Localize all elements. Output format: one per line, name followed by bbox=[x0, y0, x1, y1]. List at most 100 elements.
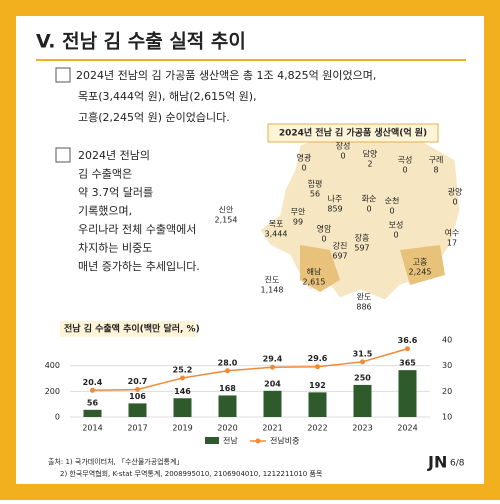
bar-label: 106 bbox=[129, 392, 146, 401]
x-tick-label: 2024 bbox=[397, 424, 417, 433]
bar-label: 365 bbox=[399, 359, 416, 368]
region-name: 목포 bbox=[269, 220, 284, 229]
y2-tick-label: 40 bbox=[442, 336, 452, 345]
body-text: 우리나라 전체 수출액에서 bbox=[78, 223, 196, 236]
line-label: 29.4 bbox=[263, 355, 283, 364]
region-name: 고흥 bbox=[413, 257, 428, 267]
region-name: 장성 bbox=[336, 141, 351, 151]
line-label: 25.2 bbox=[173, 365, 193, 374]
x-tick-label: 2021 bbox=[262, 424, 282, 433]
logo: JN bbox=[427, 453, 447, 472]
line-label: 31.5 bbox=[353, 349, 373, 358]
line-point bbox=[360, 359, 365, 365]
region-value: 1,148 bbox=[261, 286, 284, 295]
region-value: 0 bbox=[321, 235, 326, 244]
body-text: 기록했으며, bbox=[78, 205, 132, 218]
map-title: 2024년 전남 김 가공품 생산액(억 원) bbox=[279, 127, 427, 139]
body-text: 매년 증가하는 추세입니다. bbox=[78, 259, 200, 273]
region-name: 진도 bbox=[265, 275, 280, 285]
region-name: 여수 bbox=[445, 228, 460, 238]
map-region-highlight bbox=[400, 245, 445, 285]
legend-label: 전남 bbox=[223, 436, 238, 446]
line-point bbox=[315, 364, 320, 370]
bar bbox=[128, 403, 147, 417]
x-tick-label: 2019 bbox=[172, 424, 192, 433]
y2-tick-label: 10 bbox=[442, 413, 452, 422]
bar bbox=[218, 395, 237, 417]
region-name: 무안 bbox=[291, 207, 306, 217]
y2-tick-label: 30 bbox=[442, 361, 452, 370]
body-text: 고흥(2,245억 원) 순이었습니다. bbox=[78, 110, 230, 124]
bar bbox=[353, 384, 372, 417]
line-point bbox=[270, 364, 275, 370]
region-value: 597 bbox=[354, 244, 369, 253]
region-name: 함평 bbox=[308, 179, 323, 189]
bar-label: 192 bbox=[309, 381, 326, 390]
body-text: 차지하는 비중도 bbox=[78, 241, 152, 255]
region-name: 신안 bbox=[219, 205, 234, 215]
bar-label: 168 bbox=[219, 384, 236, 393]
body-text: 2024년 전남의 김 가공품 생산액은 총 1조 4,825억 원이었으며, bbox=[76, 69, 376, 82]
y-tick-label: 0 bbox=[55, 413, 60, 422]
x-tick-label: 2023 bbox=[352, 424, 372, 433]
bar bbox=[83, 409, 102, 417]
region-name: 영광 bbox=[297, 153, 312, 163]
region-value: 99 bbox=[293, 218, 303, 227]
region-value: 0 bbox=[393, 231, 398, 240]
map-region-highlight bbox=[300, 245, 340, 292]
region-value: 697 bbox=[332, 252, 347, 261]
region-value: 2 bbox=[367, 160, 372, 169]
bar-label: 146 bbox=[174, 387, 191, 396]
region-value: 17 bbox=[447, 239, 457, 248]
region-name: 화순 bbox=[362, 195, 377, 204]
bar-label: 56 bbox=[87, 398, 99, 407]
line-point bbox=[225, 368, 230, 374]
region-name: 보성 bbox=[389, 221, 404, 230]
region-value: 0 bbox=[366, 205, 371, 214]
region-name: 완도 bbox=[357, 293, 372, 302]
region-name: 순천 bbox=[385, 196, 400, 206]
region-value: 0 bbox=[402, 166, 407, 175]
page-number: 6/8 bbox=[450, 459, 465, 469]
body-text: 목포(3,444억 원), 해남(2,615억 원), bbox=[78, 89, 257, 103]
body-text: 약 3.7억 달러를 bbox=[78, 185, 153, 199]
note-icon bbox=[55, 67, 71, 83]
x-tick-label: 2017 bbox=[127, 424, 147, 433]
region-value: 2,615 bbox=[303, 278, 326, 287]
region-value: 0 bbox=[389, 207, 394, 216]
region-value: 2,245 bbox=[409, 268, 432, 277]
region-value: 0 bbox=[340, 152, 345, 161]
region-name: 장흥 bbox=[355, 233, 370, 243]
body-text: 김 수출액은 bbox=[78, 168, 132, 181]
line-point bbox=[180, 375, 185, 381]
region-name: 영암 bbox=[317, 224, 332, 234]
bar bbox=[263, 390, 282, 417]
page-title: V. 전남 김 수출 실적 추이 bbox=[36, 31, 246, 53]
x-tick-label: 2014 bbox=[82, 424, 102, 433]
region-name: 나주 bbox=[328, 195, 343, 204]
region-value: 0 bbox=[301, 164, 306, 173]
source: 2) 한국무역협회, K-stat 무역통계, 2008995010, 2106… bbox=[60, 469, 323, 478]
region-value: 3,444 bbox=[265, 230, 288, 239]
region-name: 강진 bbox=[333, 241, 348, 251]
bar bbox=[398, 370, 417, 417]
x-tick-label: 2020 bbox=[217, 424, 237, 433]
bar bbox=[173, 398, 192, 417]
region-name: 담양 bbox=[363, 149, 378, 159]
region-value: 859 bbox=[327, 205, 342, 214]
bar-label: 204 bbox=[264, 379, 281, 388]
region-value: 2,154 bbox=[215, 216, 238, 225]
map-title-box bbox=[267, 123, 439, 143]
line-label: 28.0 bbox=[218, 358, 238, 367]
region-name: 곡성 bbox=[398, 156, 413, 165]
line-point bbox=[135, 387, 140, 393]
bar-label: 250 bbox=[354, 373, 371, 382]
region-name: 구례 bbox=[429, 155, 444, 165]
region-value: 56 bbox=[310, 190, 320, 199]
bar bbox=[308, 392, 327, 417]
y-tick-label: 400 bbox=[45, 361, 60, 370]
legend-swatch bbox=[255, 438, 261, 444]
line-point bbox=[90, 387, 95, 393]
y-tick-label: 200 bbox=[45, 387, 60, 396]
